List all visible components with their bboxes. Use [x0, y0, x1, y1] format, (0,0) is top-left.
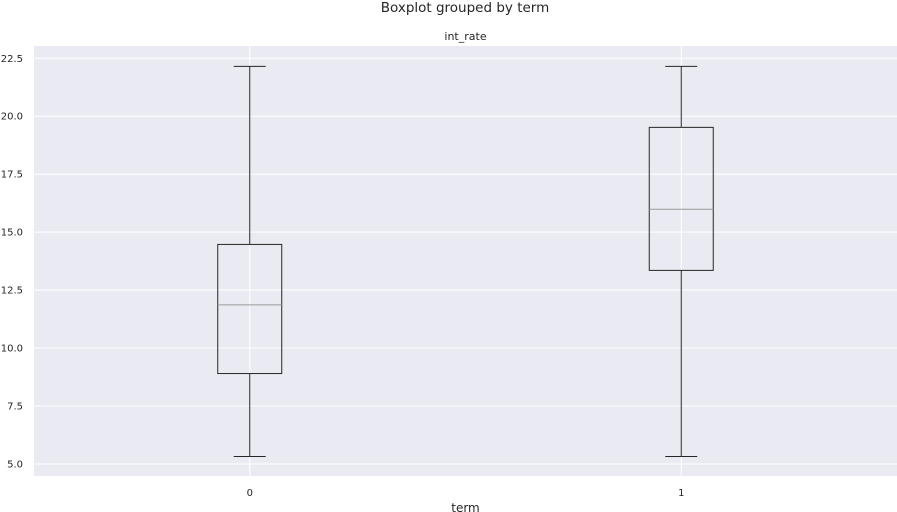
y-tick-label: 15.0 — [1, 228, 23, 239]
axes-title: int_rate — [444, 30, 486, 43]
y-tick-label: 12.5 — [1, 286, 23, 297]
y-axis-ticks: 5.0 7.5 10.0 12.5 15.0 17.5 20.0 22.5 — [1, 54, 23, 471]
y-tick-label: 17.5 — [1, 170, 23, 181]
box-group — [648, 65, 714, 458]
iqr-box — [648, 126, 714, 271]
gridlines — [34, 46, 897, 476]
x-axis-label: term — [451, 501, 480, 512]
figure-suptitle: Boxplot grouped by term — [380, 0, 550, 16]
box-group — [217, 65, 283, 458]
iqr-box — [217, 243, 283, 375]
x-tick-label: 0 — [247, 488, 253, 499]
boxes — [217, 65, 714, 458]
y-tick-label: 7.5 — [7, 401, 23, 412]
y-tick-label: 20.0 — [1, 112, 23, 123]
y-tick-label: 22.5 — [1, 54, 23, 65]
y-tick-label: 10.0 — [1, 344, 23, 355]
x-tick-label: 1 — [678, 488, 684, 499]
plot-area — [34, 46, 897, 476]
y-tick-label: 5.0 — [7, 459, 23, 470]
